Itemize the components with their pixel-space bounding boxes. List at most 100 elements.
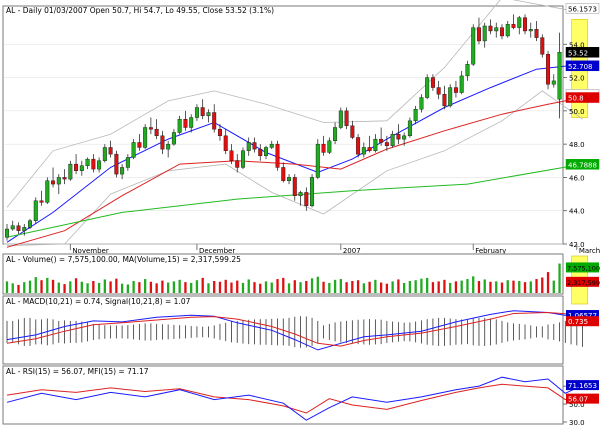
candle-body [281,167,286,181]
candle-body [344,110,349,127]
candle-body [448,87,453,107]
candle-body [62,177,67,180]
candle-body [131,142,136,158]
candle-body [476,27,481,42]
candle-body [166,143,171,150]
candle-body [361,147,366,155]
candle-body [235,160,240,168]
rsi-header: AL - RSI(15) = 56.07, MFI(15) = 71.17 [6,367,149,376]
macd-header: AL - MACD(10,21) = 0.74, Signal(10,21,8)… [6,297,191,306]
candle-body [212,112,217,130]
x-axis-label: March [579,247,600,255]
candle-body [246,142,251,151]
candle-body [252,142,257,150]
lower-band-line [6,90,583,247]
macd-line [6,310,583,351]
candle-body [108,147,113,155]
candle-body [453,87,458,93]
candle-body [223,135,228,151]
volume-panel: 7,575,100 2,317,599 AL - Volume() = 7,575… [2,253,600,305]
candle-body [356,137,361,155]
volume-badge [566,276,599,287]
candle-body [523,17,527,32]
candle-body [304,192,309,206]
candle-body [298,192,303,196]
price-tick-label: 52.0 [569,75,585,83]
candle-body [528,29,533,32]
candle-body [33,200,38,221]
candle-body [413,108,418,122]
candle-body [327,140,332,153]
candle-body [114,153,119,175]
candle-body [471,27,476,65]
price-header: AL - Daily 01/03/2007 Open 50.7, Hi 54.7… [6,6,274,15]
candle-body [287,177,292,181]
rsi-badge [566,380,599,391]
volume-label: 7,575,100 [567,264,600,272]
candle-body [5,228,9,238]
candle-body [154,128,159,137]
candle-body [310,177,315,206]
rsi-value-label: 56.07 [568,396,588,404]
candle-body [74,163,79,171]
volume-label: 2,317,599 [567,279,600,287]
price-level-label: 50.8 [568,95,584,103]
volume-badge [566,262,599,273]
candle-body [194,107,199,118]
candle-body [546,54,551,85]
candle-body [379,138,384,143]
candle-body [45,180,50,203]
candle-body [217,128,222,137]
candle-body [390,133,395,147]
candle-body [350,125,355,138]
rsi-line [6,383,583,414]
price-tick-label: 44.0 [569,208,585,216]
candle-body [79,165,84,171]
candle-body [384,142,389,147]
candle-body [430,77,435,88]
candle-body [367,147,372,151]
price-level-badge [565,47,600,58]
rsi-value-label: 71.1653 [568,382,597,390]
candle-body [160,135,165,150]
candle-body [102,147,107,161]
candle-body [264,147,268,156]
candle-body [557,52,562,100]
candle-body [240,150,245,168]
candle-body [436,87,441,95]
price-tick-label: 46.0 [569,174,585,182]
candle-body [494,27,499,32]
price-level-label: 56.1573 [568,5,597,13]
rsi-tick-label: 50.0 [569,401,585,409]
price-panel: 42.044.046.048.050.052.054.0 56.157353.5… [2,0,600,255]
candle-body [419,97,424,110]
candle-body [275,143,280,168]
price-tick-label: 54.0 [569,41,585,49]
price-tick-label: 50.0 [569,108,585,116]
candle-body [442,94,447,107]
x-axis-label: November [72,247,109,255]
candle-body [465,64,470,77]
candle-body [425,77,430,98]
candle-body [229,150,234,161]
candle-body [200,107,205,117]
candle-body [511,24,516,28]
candle-body [125,157,130,168]
upper-band-line [6,0,583,208]
candle-body [148,127,153,130]
candle-body [171,132,176,145]
candle-body [85,158,90,166]
price-level-badge [565,92,600,103]
candle-body [206,112,211,117]
candle-body [534,29,539,38]
candle-body [258,148,263,156]
rsi-tick-label: 30.0 [569,419,585,427]
price-level-label: 46.7888 [568,161,597,169]
candle-body [10,225,15,230]
candle-body [97,160,102,170]
candle-body [22,227,27,231]
candle-body [183,118,188,128]
candle-body [500,27,504,37]
